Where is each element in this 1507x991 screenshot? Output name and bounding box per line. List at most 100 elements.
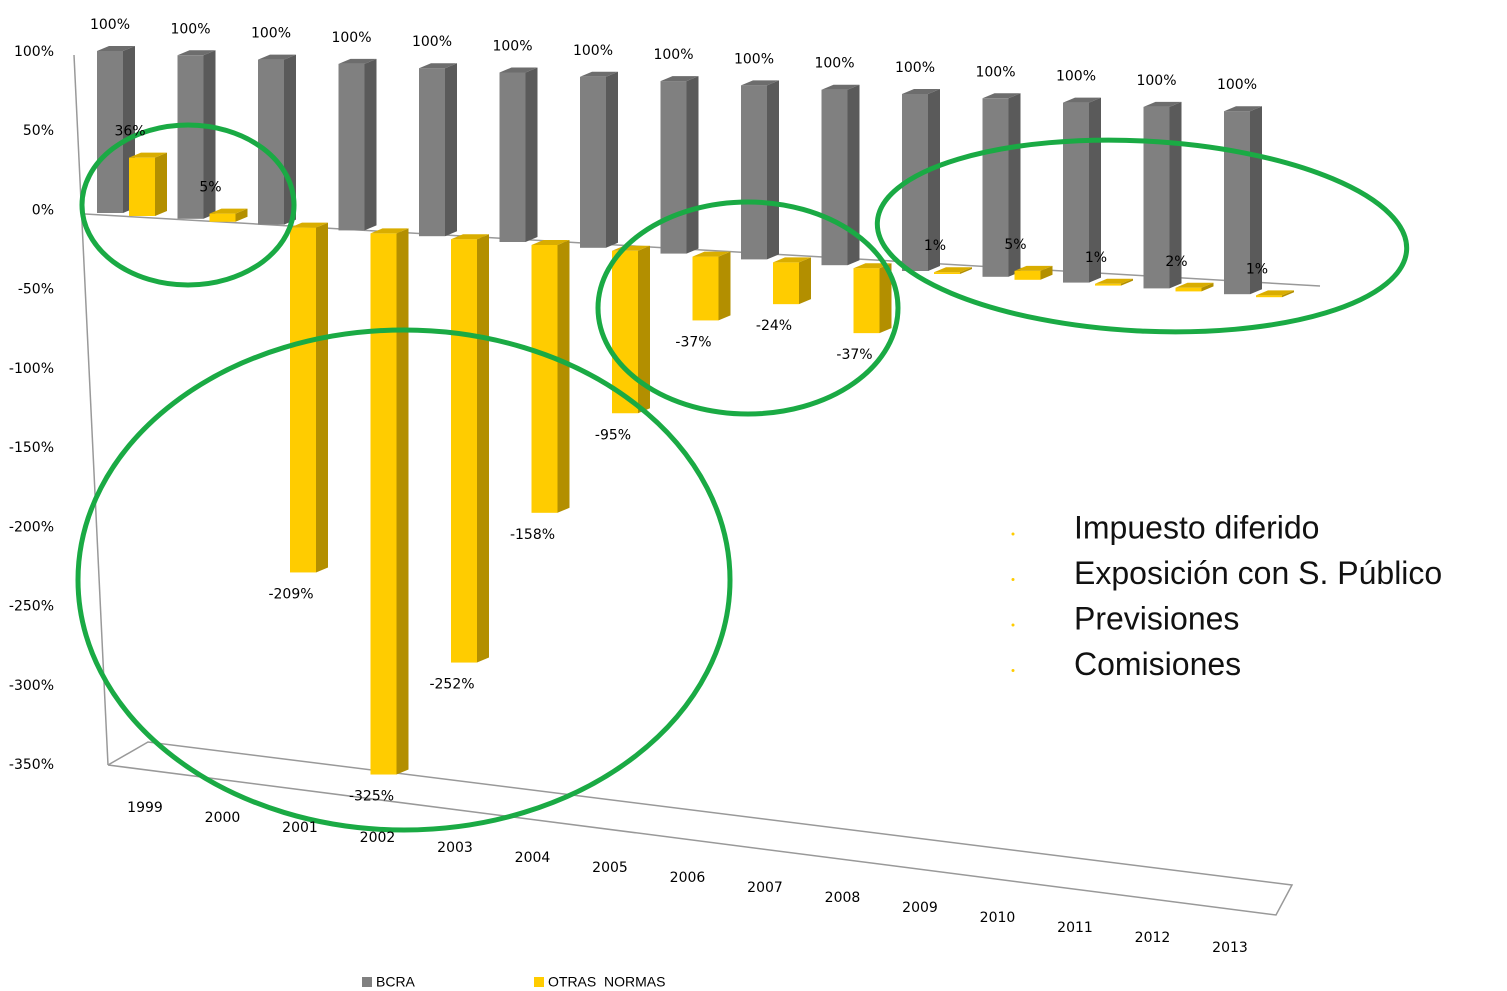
data-label: 100% xyxy=(573,43,613,59)
bar-side xyxy=(1282,290,1294,298)
bar-top xyxy=(97,46,135,51)
annotation: Exposición con S. Público xyxy=(1074,555,1442,591)
x-tick-label: 1999 xyxy=(127,800,163,816)
bar-front xyxy=(580,76,606,248)
x-tick-label: 2003 xyxy=(437,840,473,856)
bar-top xyxy=(692,251,731,257)
bar xyxy=(1143,101,1182,289)
bullet xyxy=(1011,532,1015,536)
data-label: 5% xyxy=(1004,237,1026,253)
back-axis xyxy=(73,54,109,766)
bar-top xyxy=(741,80,779,86)
bar-side xyxy=(879,263,892,334)
bar xyxy=(853,263,892,334)
bar-top xyxy=(1175,282,1214,288)
bar-side xyxy=(1121,278,1133,286)
bar xyxy=(338,58,377,231)
highlight-ellipse xyxy=(79,122,297,288)
bar xyxy=(499,67,538,242)
bar xyxy=(821,84,860,266)
bar-top xyxy=(660,76,699,82)
bar-top xyxy=(531,240,570,245)
y-tick-label: -350% xyxy=(9,757,54,773)
annotation: Comisiones xyxy=(1074,646,1241,682)
bar-front xyxy=(934,272,960,274)
x-tick-label: 2006 xyxy=(670,870,706,886)
bar-side xyxy=(445,63,457,237)
bar-front xyxy=(499,72,526,242)
bar-front xyxy=(612,250,638,414)
data-label: -37% xyxy=(836,347,872,363)
highlight-ellipse xyxy=(595,199,901,417)
y-tick-label: 0% xyxy=(32,202,54,218)
bar-side xyxy=(557,240,570,513)
bar xyxy=(660,76,699,254)
bar-front xyxy=(97,51,123,213)
data-label: -24% xyxy=(756,318,792,334)
data-label: 100% xyxy=(814,56,854,72)
bar-side xyxy=(525,67,538,242)
x-tick-label: 2002 xyxy=(360,830,396,846)
bar-front xyxy=(982,98,1009,277)
bar xyxy=(1256,290,1294,298)
bar-side xyxy=(316,222,328,573)
bar-top xyxy=(1256,290,1294,296)
bar xyxy=(773,257,811,305)
data-label: 100% xyxy=(734,51,774,67)
data-label: -209% xyxy=(268,586,313,602)
data-label: 100% xyxy=(1136,73,1176,89)
bar-front xyxy=(531,245,558,513)
x-tick-label: 2000 xyxy=(205,810,241,826)
x-tick-label: 2001 xyxy=(282,820,318,836)
bar-top xyxy=(290,222,328,228)
bar-front xyxy=(660,81,687,254)
highlight-ellipse xyxy=(75,327,733,833)
x-tick-label: 2005 xyxy=(592,860,628,876)
bar xyxy=(177,50,216,219)
x-tick-label: 2008 xyxy=(825,890,861,906)
bullet xyxy=(1011,623,1015,627)
x-tick-label: 2012 xyxy=(1135,930,1171,946)
bar xyxy=(1095,278,1133,286)
bar xyxy=(1014,265,1053,280)
bar-side xyxy=(799,257,811,305)
data-label: 5% xyxy=(199,180,221,196)
data-label: -158% xyxy=(510,527,555,543)
data-label: -95% xyxy=(595,427,631,443)
bar-front xyxy=(209,213,236,222)
bar-front xyxy=(1224,111,1250,295)
bar-front xyxy=(853,268,880,334)
bar xyxy=(1224,106,1262,295)
data-label: 100% xyxy=(412,34,452,50)
bar-top xyxy=(773,257,811,263)
data-label: 100% xyxy=(1217,77,1257,93)
data-label: -325% xyxy=(349,789,394,805)
data-label: 100% xyxy=(895,60,935,76)
data-label: 100% xyxy=(1056,69,1096,85)
y-tick-label: -50% xyxy=(18,282,54,298)
bar-front xyxy=(451,239,477,663)
bar-side xyxy=(928,89,940,271)
bar xyxy=(580,71,618,248)
data-label: 1% xyxy=(1085,250,1107,266)
bar-side xyxy=(203,50,216,219)
data-label: 100% xyxy=(975,64,1015,80)
bar-front xyxy=(258,59,284,225)
bars xyxy=(97,46,1294,775)
data-label: -252% xyxy=(429,677,474,693)
bar-side xyxy=(155,152,167,216)
bar-top xyxy=(902,89,940,94)
bar-top xyxy=(370,228,409,234)
highlight-ellipse xyxy=(874,137,1410,335)
bar xyxy=(1063,97,1101,283)
bar-side xyxy=(606,71,618,248)
y-tick-label: -250% xyxy=(9,599,54,615)
data-label: 1% xyxy=(1246,261,1268,277)
bar xyxy=(934,267,972,274)
bar-front xyxy=(1014,270,1041,280)
bar-side xyxy=(847,84,860,266)
bar xyxy=(451,234,489,663)
x-tick-label: 2013 xyxy=(1212,940,1248,956)
bar-top xyxy=(982,93,1021,99)
